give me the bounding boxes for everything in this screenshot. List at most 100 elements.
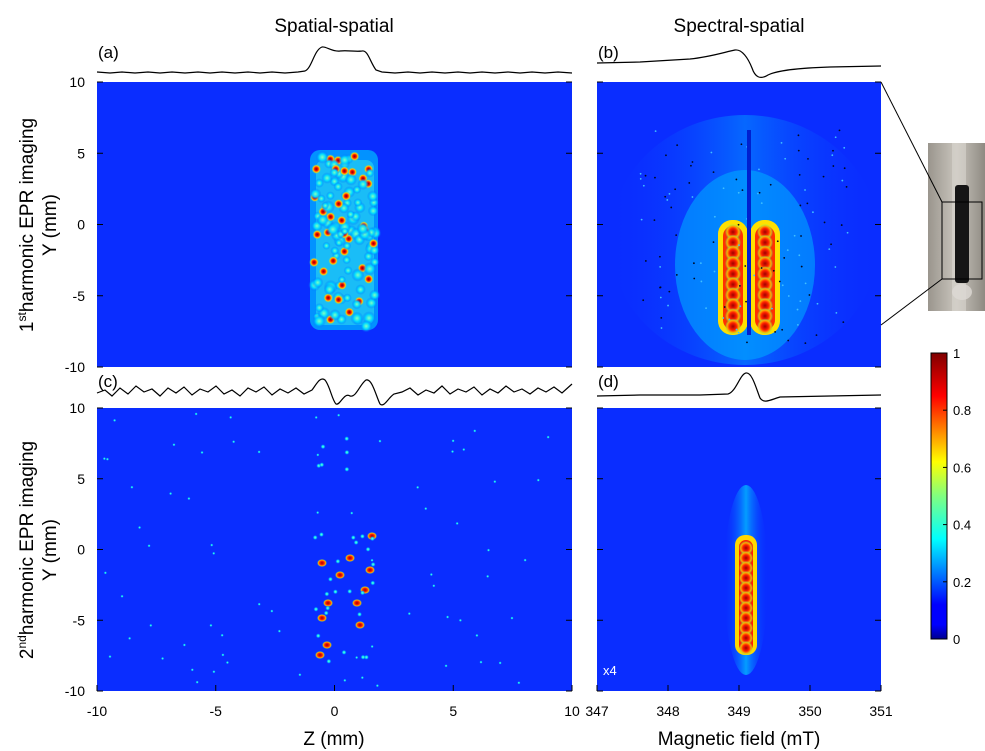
speckle: [639, 172, 642, 175]
speckle: [370, 580, 376, 586]
x-tick-label: 351: [869, 703, 893, 719]
speckle: [315, 651, 325, 659]
speckle: [705, 307, 707, 310]
sample-image-c: [102, 412, 550, 688]
speckle: [739, 591, 753, 605]
speckle: [344, 173, 358, 186]
speckle: [739, 561, 753, 575]
speckle: [336, 215, 347, 226]
speckle: [735, 178, 738, 181]
speckle: [194, 412, 198, 416]
speckle: [807, 157, 809, 160]
speckle: [738, 244, 740, 247]
speckle: [311, 164, 322, 175]
speckle: [670, 206, 673, 209]
speckle: [699, 262, 702, 265]
speckle: [758, 191, 761, 194]
speckle: [725, 318, 741, 335]
speckle: [804, 342, 807, 345]
speckle: [753, 274, 756, 277]
speckle: [473, 429, 477, 433]
heatmap-panel-c: [97, 408, 572, 691]
speckle: [407, 612, 411, 616]
speckle: [668, 290, 671, 293]
speckle: [781, 328, 784, 331]
speckle: [334, 238, 344, 247]
speckle: [335, 571, 345, 579]
panel-tag-d: (d): [598, 372, 619, 391]
speckle: [486, 574, 490, 578]
zoom-connector-top: [880, 81, 943, 203]
profile-trace-d: [596, 372, 882, 402]
speckle: [691, 161, 694, 163]
speckle: [834, 136, 837, 139]
row-label-first-y: Y (mm): [40, 194, 61, 256]
speckle: [723, 306, 726, 308]
speckle: [797, 134, 800, 137]
speckle: [841, 179, 844, 182]
speckle: [339, 166, 350, 177]
row-label-first-harmonic: 1stharmonic EPR imaging: [15, 118, 38, 332]
speckle: [739, 611, 753, 625]
speckle: [314, 415, 318, 420]
speckle: [324, 591, 330, 597]
colorbar-tick-label: 0.6: [953, 460, 971, 475]
speckle: [366, 190, 379, 203]
speckle: [675, 274, 678, 276]
speckle: [737, 331, 740, 334]
speckle: [221, 653, 225, 657]
speckle: [796, 308, 799, 311]
speckle: [713, 270, 716, 273]
speckle: [728, 318, 731, 321]
speckle: [329, 167, 340, 178]
speckle: [316, 453, 320, 457]
speckle: [739, 621, 753, 635]
colorbar-ticks: 1 0.8 0.6 0.4 0.2 0: [943, 346, 971, 647]
speckle: [321, 201, 330, 210]
speckle: [658, 255, 661, 258]
speckle: [298, 673, 302, 677]
speckle: [830, 243, 832, 246]
speckle: [843, 167, 846, 170]
speckle: [130, 485, 134, 489]
speckle: [342, 255, 351, 265]
speckle: [120, 594, 124, 598]
speckle: [828, 248, 831, 251]
speckle: [835, 311, 838, 314]
speckle: [365, 546, 371, 552]
speckle: [796, 323, 799, 326]
speckle: [314, 178, 325, 188]
speckle: [445, 615, 450, 619]
speckle: [740, 143, 743, 146]
speckle: [812, 211, 814, 214]
y-tick-label: 5: [77, 471, 85, 487]
speckle: [316, 510, 320, 515]
speckle: [486, 548, 491, 552]
speckle: [345, 554, 355, 562]
speckle: [808, 294, 811, 296]
speckle: [333, 198, 344, 209]
speckle: [823, 221, 826, 224]
speckle: [424, 507, 428, 511]
speckle: [344, 449, 350, 455]
speckle: [798, 254, 801, 257]
sample-image-d: [724, 485, 768, 675]
speckle: [822, 175, 825, 178]
speckle: [343, 266, 353, 276]
y-tick-label: 0: [77, 217, 85, 233]
speckle: [799, 204, 802, 207]
speckle: [676, 144, 679, 147]
speckle: [816, 302, 819, 305]
speckle: [367, 205, 379, 217]
speckle: [693, 262, 695, 265]
speckle: [365, 566, 375, 574]
speckle: [832, 165, 835, 167]
x-tick-label: 347: [585, 703, 609, 719]
speckle: [105, 457, 110, 461]
speckle: [642, 184, 645, 187]
speckle: [804, 282, 807, 285]
speckle: [735, 328, 738, 331]
speckle: [327, 576, 333, 582]
speckle: [370, 644, 374, 649]
speckle: [355, 284, 366, 295]
